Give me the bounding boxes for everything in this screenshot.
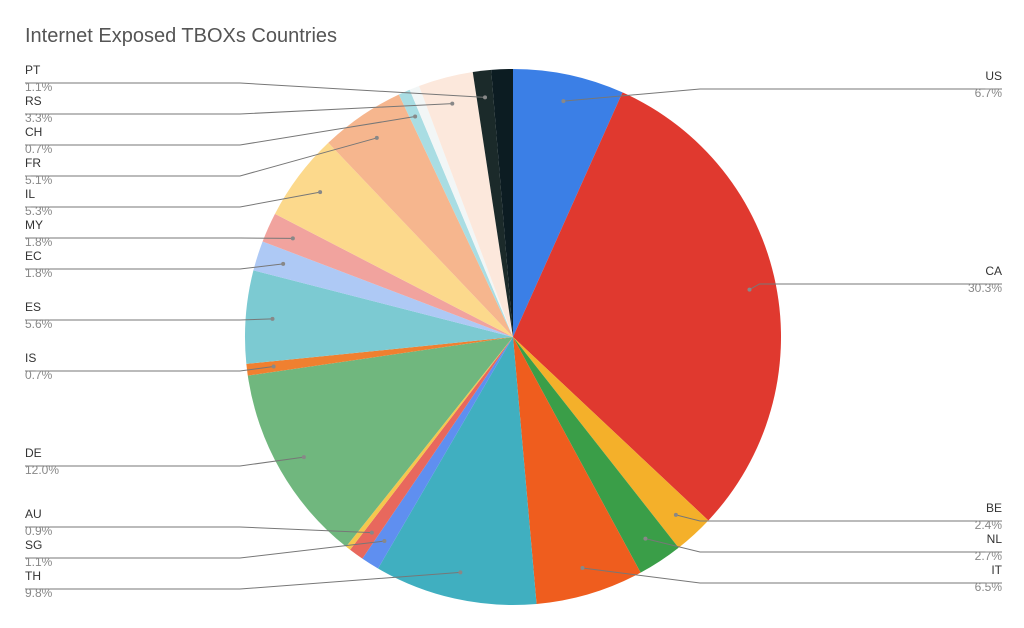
- leader-dot: [580, 565, 585, 570]
- leader-line: [25, 191, 321, 208]
- leader-dot: [450, 101, 455, 106]
- leader-line: [645, 538, 1002, 553]
- slice-label: IS: [25, 351, 36, 365]
- leader-line: [25, 82, 486, 98]
- slice-value-label: 0.7%: [25, 142, 53, 156]
- pie-slice: [328, 94, 513, 337]
- slice-value-label: 2.7%: [975, 549, 1003, 563]
- slice-value-label: 0.9%: [25, 524, 53, 538]
- slice-value-label: 0.7%: [25, 368, 53, 382]
- slice-value-label: 12.0%: [25, 463, 59, 477]
- slice-label: IT: [991, 563, 1002, 577]
- slice-value-label: 1.1%: [25, 80, 53, 94]
- leader-dot: [561, 99, 566, 104]
- pie-slice: [362, 337, 513, 569]
- pie-slice: [346, 337, 513, 550]
- slice-label: CA: [985, 264, 1002, 278]
- pie-slice: [513, 337, 679, 573]
- slice-value-label: 5.6%: [25, 317, 53, 331]
- pie-slice: [491, 69, 513, 337]
- slice-value-label: 1.8%: [25, 266, 53, 280]
- leader-dot: [643, 536, 648, 541]
- slice-label: BE: [986, 501, 1002, 515]
- slice-label: FR: [25, 156, 41, 170]
- leader-dot: [281, 261, 286, 266]
- pie-slice: [245, 270, 514, 364]
- slice-label: PT: [25, 63, 41, 77]
- leader-dot: [301, 455, 306, 460]
- slice-label: RS: [25, 94, 42, 108]
- pie-slice: [398, 89, 513, 337]
- leader-dot: [747, 287, 752, 292]
- leader-dot: [673, 512, 678, 517]
- slice-label: IL: [25, 187, 35, 201]
- pie-slice: [246, 337, 513, 376]
- leader-dot: [458, 570, 463, 575]
- leader-line: [25, 263, 284, 270]
- slice-label: MY: [25, 218, 43, 232]
- leader-dot: [413, 114, 418, 119]
- pie-slice: [253, 241, 513, 337]
- leader-line: [749, 283, 1002, 291]
- leader-line: [25, 103, 453, 115]
- slice-label: AU: [25, 507, 42, 521]
- pie-slice: [513, 92, 781, 521]
- pie-slice: [419, 72, 513, 338]
- leader-line: [675, 514, 1002, 522]
- slice-value-label: 2.4%: [975, 518, 1003, 532]
- leader-line: [25, 137, 377, 177]
- pie-slice: [378, 337, 537, 605]
- slice-label: US: [985, 69, 1002, 83]
- slice-value-label: 1.1%: [25, 555, 53, 569]
- pie-slice: [350, 337, 513, 559]
- slice-label: DE: [25, 446, 42, 460]
- slice-value-label: 6.7%: [975, 86, 1003, 100]
- slice-value-label: 3.3%: [25, 111, 53, 125]
- leader-dot: [374, 135, 379, 140]
- leader-dot: [290, 236, 295, 241]
- pie-slice: [409, 86, 513, 337]
- leader-dot: [318, 190, 323, 195]
- leader-dot: [271, 364, 276, 369]
- slice-value-label: 5.3%: [25, 204, 53, 218]
- leader-line: [25, 540, 385, 559]
- chart-title: Internet Exposed TBOXs Countries: [25, 25, 337, 47]
- slice-label: EC: [25, 249, 42, 263]
- leader-line: [582, 567, 1002, 584]
- slice-label: TH: [25, 569, 41, 583]
- slice-value-label: 1.8%: [25, 235, 53, 249]
- slice-label: NL: [987, 532, 1003, 546]
- pie-slice: [513, 337, 641, 604]
- pie-slice: [247, 337, 514, 547]
- leader-line: [25, 365, 274, 372]
- slice-value-label: 6.5%: [975, 580, 1003, 594]
- leader-dot: [270, 316, 275, 321]
- slice-value-label: 30.3%: [968, 281, 1002, 295]
- leader-line: [25, 318, 273, 321]
- leader-line: [25, 571, 461, 590]
- pie-slice: [513, 69, 623, 337]
- pie-slice: [472, 69, 513, 338]
- leader-dot: [382, 539, 387, 544]
- leader-line: [25, 456, 304, 467]
- leader-dot: [483, 95, 488, 100]
- pie-slice: [274, 142, 513, 337]
- slice-label: SG: [25, 538, 42, 552]
- slice-value-label: 9.8%: [25, 586, 53, 600]
- slice-label: ES: [25, 300, 41, 314]
- leader-line: [25, 116, 416, 146]
- leader-line: [563, 88, 1002, 102]
- slice-label: CH: [25, 125, 42, 139]
- slice-value-label: 5.1%: [25, 173, 53, 187]
- pie-slice: [262, 213, 513, 337]
- leader-dot: [369, 530, 374, 535]
- leader-line: [25, 526, 372, 534]
- pie-slice: [513, 337, 709, 548]
